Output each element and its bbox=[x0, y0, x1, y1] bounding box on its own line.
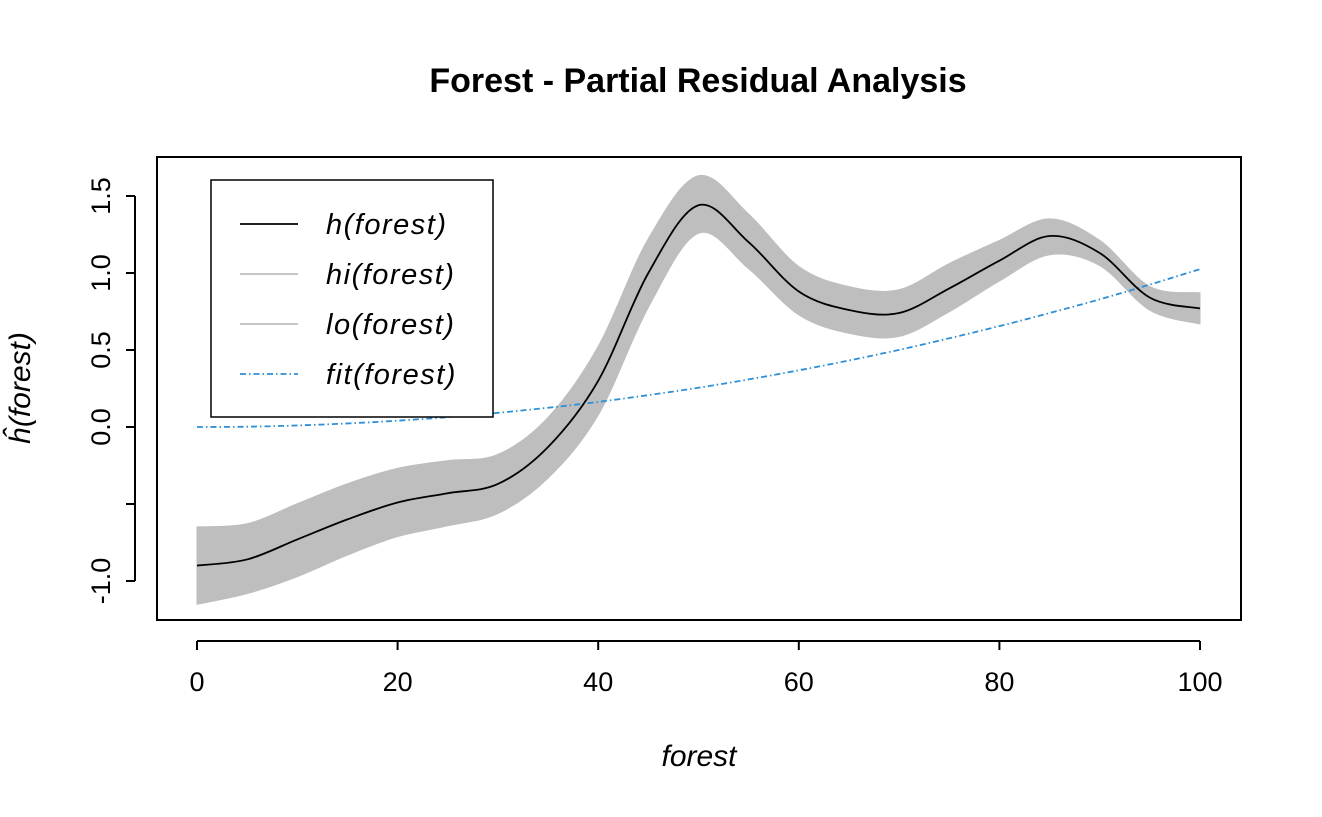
legend-label-arg: (forest) bbox=[344, 209, 448, 241]
legend-label-arg: (forest) bbox=[353, 359, 457, 391]
x-tick-label: 60 bbox=[784, 667, 814, 697]
x-tick-label: 40 bbox=[583, 667, 613, 697]
y-tick-label: -1.0 bbox=[86, 558, 116, 605]
y-tick-label: 0.5 bbox=[86, 331, 116, 369]
x-tick-label: 0 bbox=[189, 667, 204, 697]
series-h-line bbox=[196, 203, 1201, 567]
legend-label: lo(forest) bbox=[326, 309, 455, 341]
legend-label-main: fit bbox=[326, 359, 354, 391]
legend-label: fit(forest) bbox=[326, 359, 457, 391]
legend: h(forest)hi(forest)lo(forest)fit(forest) bbox=[210, 179, 494, 418]
series-lo-line bbox=[196, 231, 1201, 605]
legend-label-main: hi bbox=[326, 259, 352, 291]
plot-frame bbox=[156, 156, 1242, 621]
axes: 0 20 40 60 80 100 -1.0 0.0 0.5 1.0 1.5 bbox=[86, 156, 1242, 697]
legend-label: hi(forest) bbox=[326, 259, 455, 291]
series-fit-line bbox=[196, 268, 1201, 428]
plot-area bbox=[196, 174, 1201, 605]
legend-box bbox=[210, 179, 494, 418]
legend-label-arg: (forest) bbox=[352, 309, 456, 341]
legend-label-main: lo bbox=[326, 309, 352, 341]
x-tick-label: 20 bbox=[383, 667, 413, 697]
x-tick-label: 100 bbox=[1177, 667, 1222, 697]
series-hi-line bbox=[196, 174, 1201, 528]
legend-label-arg: (forest) bbox=[352, 259, 456, 291]
y-tick-label: 1.0 bbox=[86, 254, 116, 292]
legend-label: h(forest) bbox=[326, 209, 447, 241]
y-tick-label: 0.0 bbox=[86, 408, 116, 446]
y-axis-title: ĥ(forest) bbox=[3, 332, 37, 444]
chart-title: Forest - Partial Residual Analysis bbox=[429, 62, 966, 100]
y-tick-label: 1.5 bbox=[86, 177, 116, 215]
x-axis-title: forest bbox=[661, 740, 738, 773]
legend-label-main: h bbox=[326, 209, 344, 241]
x-tick-label: 80 bbox=[984, 667, 1014, 697]
